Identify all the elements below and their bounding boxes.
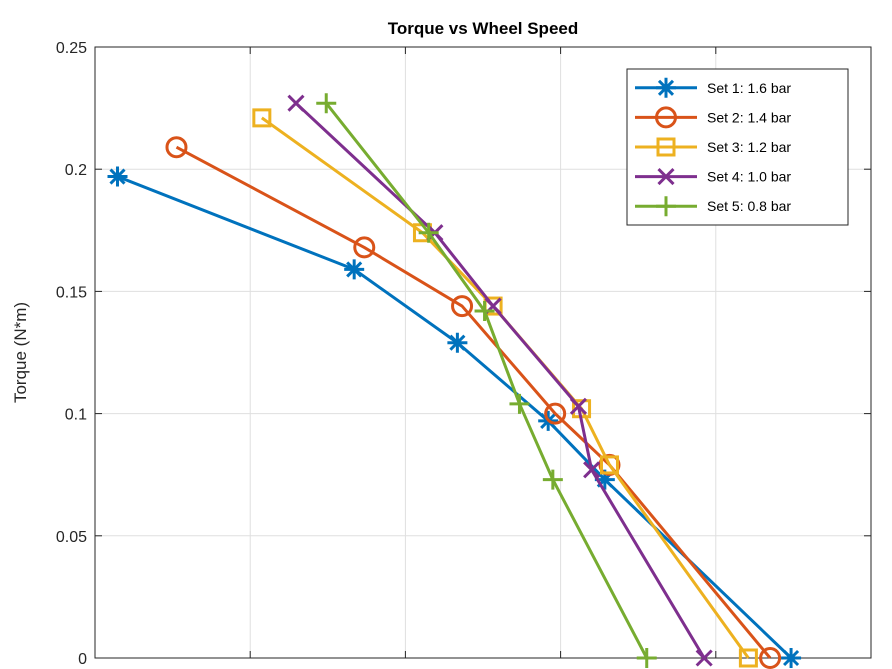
y-tick-label: 0.1 <box>65 407 87 424</box>
series-line <box>116 175 793 660</box>
data-point-marker <box>759 647 782 669</box>
legend-label: Set 1: 1.6 bar <box>707 80 791 96</box>
y-tick-label: 0.15 <box>56 284 87 301</box>
data-point-marker <box>569 397 588 415</box>
legend-item: Set 1: 1.6 bar <box>635 77 791 98</box>
data-point-marker <box>781 648 802 668</box>
legend: Set 1: 1.6 bar Set 2: 1.4 bar Set 3: 1.2 b… <box>626 68 849 226</box>
legend-item: Set 2: 1.4 bar <box>635 106 791 129</box>
y-tick-label: 0.05 <box>56 529 87 546</box>
data-point-marker <box>738 648 758 668</box>
data-point-marker <box>542 469 563 490</box>
y-tick-label: 0.25 <box>56 40 87 57</box>
chart-title: Torque vs Wheel Speed <box>388 19 579 38</box>
data-point-marker <box>509 393 530 414</box>
plot-frame <box>94 46 872 659</box>
data-point-marker <box>474 300 495 321</box>
series-plus <box>316 93 657 668</box>
series-lines <box>107 93 802 669</box>
data-point-marker <box>544 402 567 425</box>
data-point-marker <box>655 106 677 129</box>
data-point-marker <box>583 461 601 479</box>
legend-label: Set 5: 0.8 bar <box>707 198 791 214</box>
data-point-marker <box>418 222 439 243</box>
data-point-marker <box>353 236 376 259</box>
legend-item: Set 3: 1.2 bar <box>635 137 791 157</box>
legend-item: Set 4: 1.0 bar <box>635 168 791 186</box>
data-point-marker <box>594 469 615 490</box>
legend-label: Set 4: 1.0 bar <box>707 169 791 185</box>
y-axis-label: Torque (N*m) <box>11 302 30 403</box>
data-point-marker <box>316 93 337 114</box>
data-point-marker <box>656 196 676 217</box>
data-point-marker <box>636 648 657 668</box>
legend-label: Set 2: 1.4 bar <box>707 109 791 125</box>
y-tick-label: 0.2 <box>65 162 87 179</box>
legend-item: Set 5: 0.8 bar <box>635 196 791 217</box>
data-point-marker <box>447 332 468 353</box>
data-point-marker <box>599 455 619 475</box>
axis-ticks: 0 0.05 0.1 0.15 0.2 0.25 <box>56 40 871 668</box>
data-point-marker <box>252 108 272 128</box>
data-point-marker <box>165 136 188 159</box>
legend-label: Set 3: 1.2 bar <box>707 139 791 155</box>
data-point-marker <box>695 649 713 667</box>
y-tick-label: 0 <box>78 651 87 668</box>
series-line <box>175 145 772 659</box>
data-point-marker <box>344 259 365 280</box>
data-point-marker <box>656 137 676 157</box>
data-point-marker <box>657 168 675 186</box>
data-point-marker <box>656 77 676 98</box>
series-line <box>325 102 649 659</box>
data-point-marker <box>287 94 305 112</box>
data-point-marker <box>451 295 474 318</box>
data-point-marker <box>107 166 128 187</box>
